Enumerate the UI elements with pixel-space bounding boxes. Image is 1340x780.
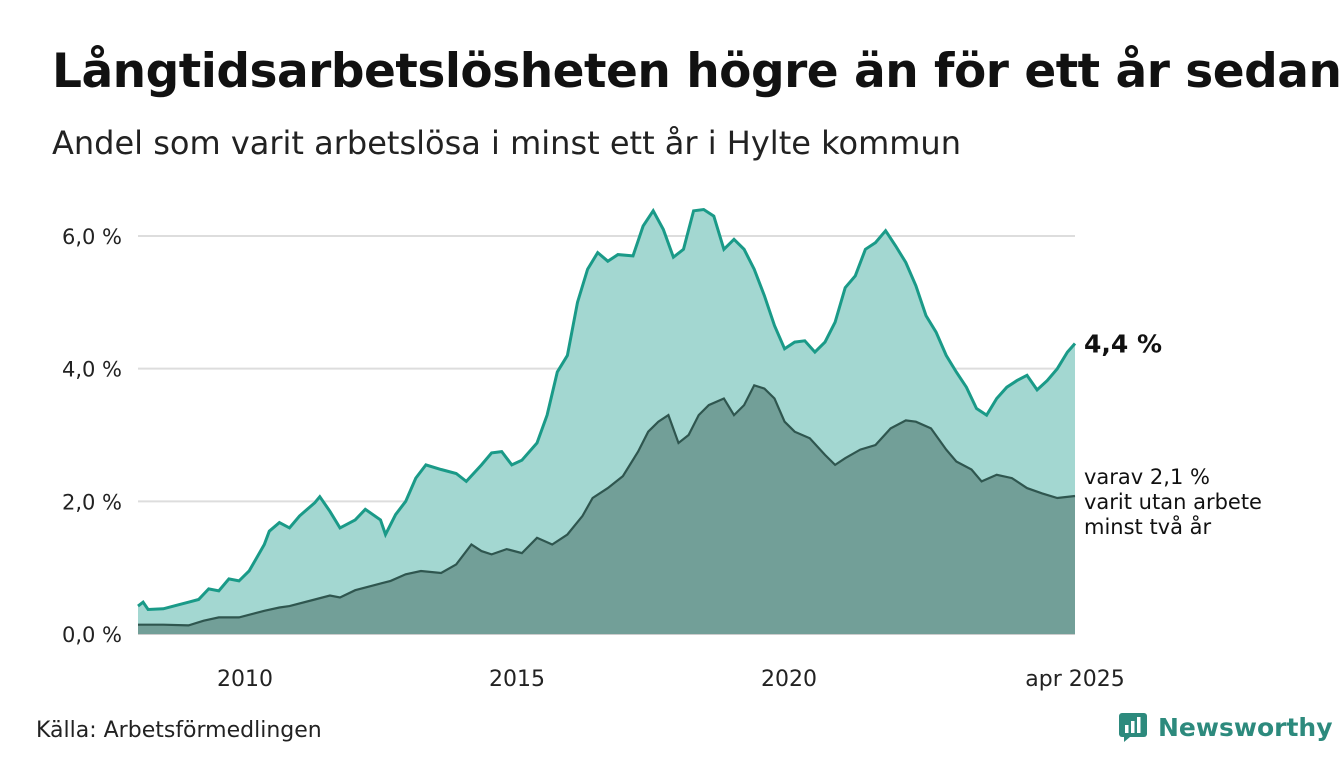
brand-name: Newsworthy [1158, 712, 1333, 742]
y-tick-label: 4,0 % [62, 358, 122, 382]
x-tick-label: 2010 [217, 667, 273, 692]
chart-area: 0,0 % 2,0 % 4,0 % 6,0 % 2010 2015 2020 apr 2025… [62, 207, 1262, 692]
source-note: Källa: Arbetsförmedlingen [36, 718, 322, 743]
two-year-area [138, 385, 1075, 634]
two-year-end-label: minst två år [1084, 514, 1212, 539]
two-year-line [138, 383, 1076, 627]
total-end-label: 4,4 % [1084, 329, 1162, 358]
x-tick-label: 2015 [489, 667, 545, 692]
y-tick-label: 6,0 % [62, 225, 122, 249]
newsworthy-icon [1119, 713, 1147, 742]
x-tick-label: apr 2025 [1025, 667, 1124, 692]
total-line [137, 207, 1077, 612]
x-tick-label: 2020 [761, 667, 817, 692]
y-tick-label: 0,0 % [62, 623, 122, 647]
chart-subtitle: Andel som varit arbetslösa i minst ett å… [52, 124, 961, 162]
chart-title: Långtidsarbetslösheten högre än för ett … [52, 44, 1340, 99]
newsworthy-logo: Newsworthy [1118, 712, 1333, 742]
two-year-end-label: varav 2,1 % [1084, 465, 1210, 489]
two-year-end-label: varit utan arbete [1084, 490, 1262, 514]
grid-layer: 0,0 % 2,0 % 4,0 % 6,0 % 2010 2015 2020 apr 2025 [62, 225, 1125, 692]
y-tick-label: 2,0 % [62, 490, 122, 514]
